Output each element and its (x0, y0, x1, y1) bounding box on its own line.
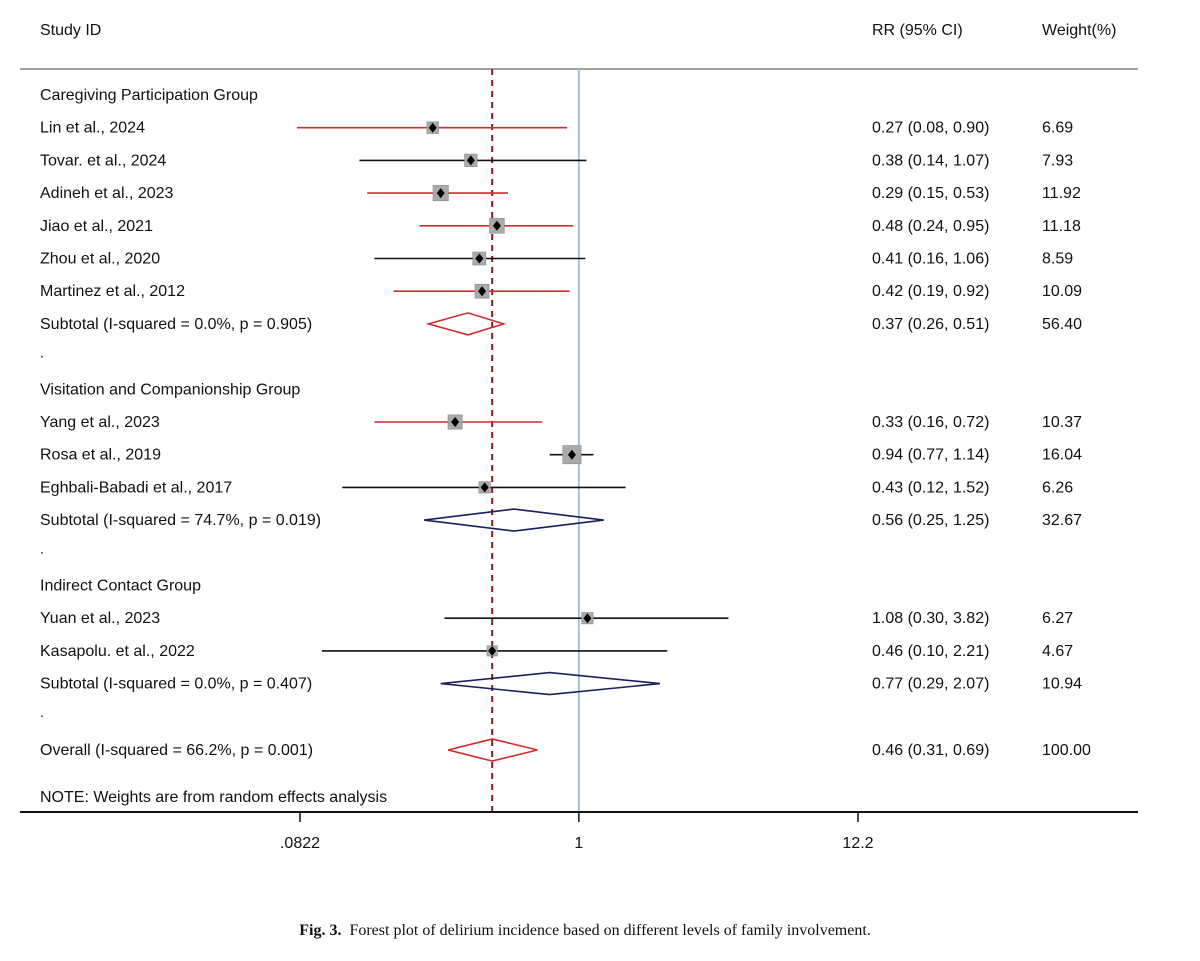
point-estimate-marker (475, 253, 484, 264)
study-name: Zhou et al., 2020 (40, 251, 160, 268)
rr-ci-value: 0.46 (0.31, 0.69) (872, 742, 989, 759)
weight-value: 56.40 (1042, 316, 1082, 333)
rr-ci-value: 0.56 (0.25, 1.25) (872, 512, 989, 529)
study-row: Martinez et al., 2012 0.42 (0.19, 0.92) 10… (40, 283, 1082, 300)
point-estimate-marker (567, 449, 576, 460)
subtotal-row: Subtotal (I-squared = 0.0%, p = 0.407) 0.… (40, 671, 1082, 696)
rr-ci-value: 0.46 (0.10, 2.21) (872, 643, 989, 660)
study-row: Yang et al., 2023 0.33 (0.16, 0.72) 10.37 (40, 414, 1082, 431)
subtotal-row-label: Subtotal (I-squared = 74.7%, p = 0.019) (40, 512, 321, 529)
pooled-estimate-diamond (447, 738, 538, 762)
x-tick-label: 12.2 (842, 835, 873, 852)
point-estimate-marker (492, 220, 501, 231)
study-name: Kasapolu. et al., 2022 (40, 643, 195, 660)
study-name: Eghbali-Babadi et al., 2017 (40, 479, 232, 496)
rr-ci-value: 0.77 (0.29, 2.07) (872, 676, 989, 693)
pooled-estimate-diamond (440, 671, 661, 696)
rr-ci-value: 1.08 (0.30, 3.82) (872, 610, 989, 627)
figure-caption: Fig. 3. Forest plot of delirium incidenc… (0, 922, 1170, 940)
study-name: Lin et al., 2024 (40, 120, 145, 137)
study-name: Yuan et al., 2023 (40, 610, 160, 627)
x-tick-label: .0822 (280, 835, 320, 852)
spacer-dot (41, 551, 43, 554)
point-estimate-marker (428, 122, 437, 133)
rr-ci-value: 0.41 (0.16, 1.06) (872, 251, 989, 268)
group-title: Visitation and Companionship Group (40, 381, 300, 398)
rr-ci-value: 0.43 (0.12, 1.52) (872, 479, 989, 496)
study-name: Jiao et al., 2021 (40, 218, 153, 235)
spacer-dot (41, 715, 43, 718)
x-axis-ticks: .0822 1 12.2 (280, 812, 874, 852)
study-row: Lin et al., 2024 0.27 (0.08, 0.90) 6.69 (40, 120, 1073, 137)
rr-ci-value: 0.48 (0.24, 0.95) (872, 218, 989, 235)
caption-text: Forest plot of delirium incidence based … (349, 922, 871, 939)
weight-value: 10.09 (1042, 283, 1082, 300)
group-title: Indirect Contact Group (40, 578, 201, 595)
rr-ci-value: 0.42 (0.19, 0.92) (872, 283, 989, 300)
study-row: Tovar. et al., 2024 0.38 (0.14, 1.07) 7.93 (40, 152, 1073, 169)
point-estimate-marker (488, 645, 497, 656)
study-row: Kasapolu. et al., 2022 0.46 (0.10, 2.21) 4… (40, 643, 1073, 660)
forest-rows: Caregiving Participation Group Lin et al.… (40, 87, 1091, 762)
study-row: Zhou et al., 2020 0.41 (0.16, 1.06) 8.59 (40, 251, 1073, 268)
weight-value: 8.59 (1042, 251, 1073, 268)
point-estimate-marker (466, 155, 475, 166)
study-name: Adineh et al., 2023 (40, 185, 174, 202)
header-weight: Weight(%) (1042, 22, 1116, 39)
overall-row: Overall (I-squared = 66.2%, p = 0.001) 0.… (40, 738, 1091, 762)
x-tick-label: 1 (574, 835, 583, 852)
weight-value: 7.93 (1042, 152, 1073, 169)
weight-value: 4.67 (1042, 643, 1073, 660)
rr-ci-value: 0.27 (0.08, 0.90) (872, 120, 989, 137)
weight-value: 32.67 (1042, 512, 1082, 529)
study-row: Adineh et al., 2023 0.29 (0.15, 0.53) 11.9… (40, 185, 1081, 202)
weight-value: 10.37 (1042, 414, 1082, 431)
weight-value: 11.18 (1042, 218, 1081, 235)
overall-row-label: Overall (I-squared = 66.2%, p = 0.001) (40, 742, 313, 759)
rr-ci-value: 0.94 (0.77, 1.14) (872, 447, 989, 464)
caption-label: Fig. 3. (299, 922, 342, 939)
study-name: Martinez et al., 2012 (40, 283, 185, 300)
study-row: Eghbali-Babadi et al., 2017 0.43 (0.12, 1… (40, 479, 1073, 496)
note-text: NOTE: Weights are from random effects an… (40, 789, 387, 806)
subtotal-row: Subtotal (I-squared = 0.0%, p = 0.905) 0.… (40, 312, 1082, 336)
weight-value: 10.94 (1042, 676, 1082, 693)
point-estimate-marker (583, 613, 592, 624)
subtotal-row: Subtotal (I-squared = 74.7%, p = 0.019) 0… (40, 508, 1082, 532)
header-study-id: Study ID (40, 22, 101, 39)
weight-value: 6.27 (1042, 610, 1073, 627)
weight-value: 16.04 (1042, 447, 1082, 464)
pooled-estimate-diamond (424, 508, 604, 532)
study-name: Yang et al., 2023 (40, 414, 160, 431)
subtotal-row-label: Subtotal (I-squared = 0.0%, p = 0.407) (40, 676, 312, 693)
point-estimate-marker (451, 417, 460, 427)
study-name: Rosa et al., 2019 (40, 447, 161, 464)
weight-value: 100.00 (1042, 742, 1091, 759)
spacer-dot (41, 355, 43, 358)
group-title: Caregiving Participation Group (40, 87, 258, 104)
point-estimate-marker (436, 188, 445, 199)
point-estimate-marker (478, 286, 487, 297)
rr-ci-value: 0.38 (0.14, 1.07) (872, 152, 989, 169)
study-row: Jiao et al., 2021 0.48 (0.24, 0.95) 11.18 (40, 218, 1081, 235)
point-estimate-marker (480, 482, 489, 493)
pooled-estimate-diamond (425, 312, 507, 336)
study-row: Rosa et al., 2019 0.94 (0.77, 1.14) 16.04 (40, 445, 1082, 465)
study-row: Yuan et al., 2023 1.08 (0.30, 3.82) 6.27 (40, 610, 1073, 627)
header-rr-ci: RR (95% CI) (872, 22, 963, 39)
study-name: Tovar. et al., 2024 (40, 152, 166, 169)
rr-ci-value: 0.33 (0.16, 0.72) (872, 414, 989, 431)
weight-value: 6.26 (1042, 479, 1073, 496)
rr-ci-value: 0.37 (0.26, 0.51) (872, 316, 989, 333)
subtotal-row-label: Subtotal (I-squared = 0.0%, p = 0.905) (40, 316, 312, 333)
rr-ci-value: 0.29 (0.15, 0.53) (872, 185, 989, 202)
weight-value: 11.92 (1042, 185, 1081, 202)
weight-value: 6.69 (1042, 120, 1073, 137)
